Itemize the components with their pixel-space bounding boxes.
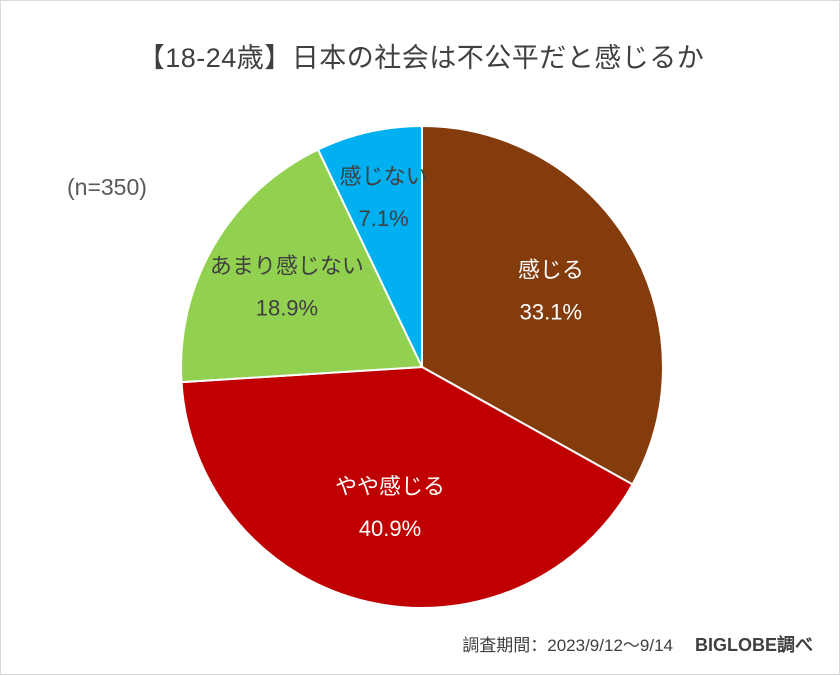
slice-label: あまり感じない bbox=[210, 254, 364, 279]
slice-label: やや感じる bbox=[335, 474, 445, 499]
source-brand: BIGLOBE調べ bbox=[694, 635, 813, 655]
slice-label: 感じる bbox=[518, 257, 584, 282]
survey-period: 調査期間：2023/9/12～9/14 bbox=[462, 636, 673, 655]
pie-slice bbox=[180, 148, 424, 384]
pie-slice bbox=[180, 365, 634, 609]
slice-value-label: 40.9% bbox=[359, 516, 421, 541]
pie-slice bbox=[316, 124, 423, 368]
slice-value-label: 33.1% bbox=[520, 299, 582, 324]
slice-value-label: 18.9% bbox=[256, 296, 318, 321]
source-note: 調査期間：2023/9/12～9/14 BIGLOBE調べ bbox=[462, 631, 813, 657]
chart-title: 【18-24歳】日本の社会は不公平だと感じるか bbox=[137, 43, 705, 73]
sample-size-label: (n=350) bbox=[67, 174, 147, 200]
pie-slice bbox=[421, 124, 664, 486]
slice-label: 感じない bbox=[340, 164, 428, 189]
slice-value-label: 7.1% bbox=[359, 206, 409, 231]
